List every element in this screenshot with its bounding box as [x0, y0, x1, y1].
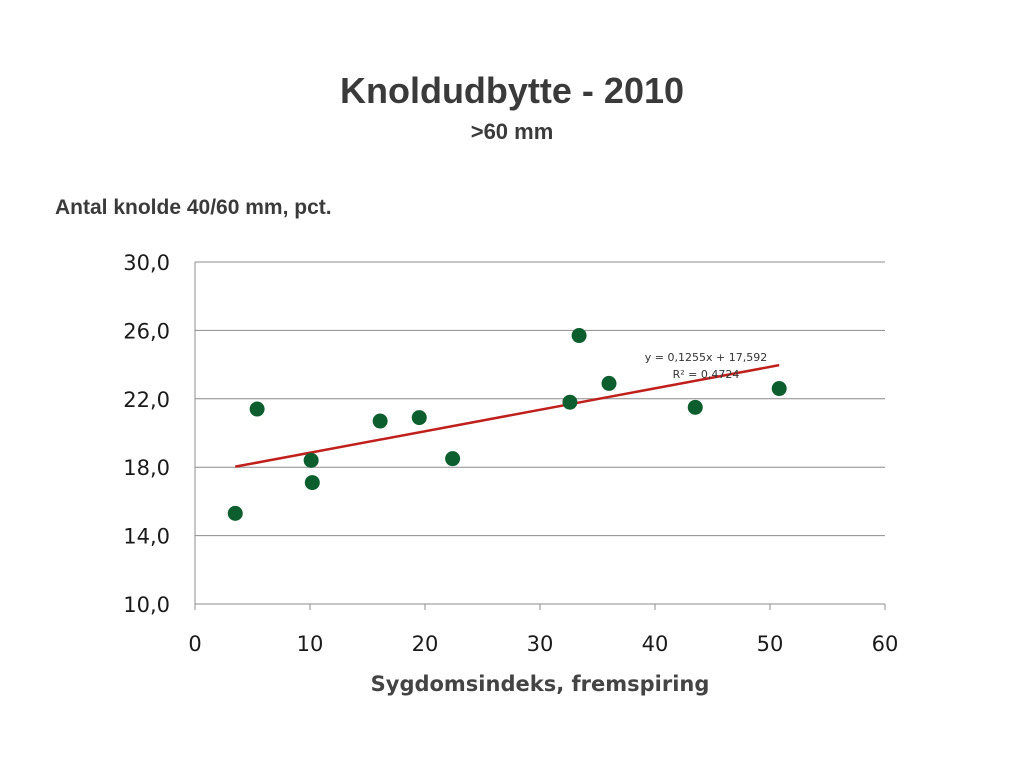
chart-subtitle: >60 mm — [470, 119, 554, 144]
data-point — [445, 451, 461, 467]
data-point — [601, 375, 617, 391]
x-tick-label: 0 — [188, 632, 201, 656]
gridlines — [195, 261, 885, 537]
x-axis-title: Sygdomsindeks, fremspiring — [371, 672, 710, 696]
data-point — [303, 452, 319, 468]
y-tick-label: 14,0 — [123, 525, 170, 549]
tick-labels: 10,0 14,0 18,0 22,0 26,0 30,0 0 10 20 30 40 50 60 — [123, 251, 898, 656]
data-point — [227, 505, 243, 521]
y-tick-label: 10,0 — [123, 593, 170, 617]
x-tick-label: 10 — [297, 632, 324, 656]
trendline-group — [235, 363, 780, 468]
y-tick-label: 26,0 — [123, 319, 170, 343]
axes — [194, 262, 886, 610]
trendline-equation: y = 0,1255x + 17,592 — [645, 351, 767, 364]
trendline — [235, 363, 780, 468]
x-tick-label: 20 — [412, 632, 439, 656]
data-point — [249, 401, 265, 417]
data-point — [562, 394, 578, 410]
y-tick-label: 30,0 — [123, 251, 170, 275]
data-point — [411, 410, 427, 426]
x-tick-label: 50 — [757, 632, 784, 656]
data-point — [304, 475, 320, 491]
data-point — [687, 399, 703, 415]
y-tick-label: 18,0 — [123, 456, 170, 480]
data-point — [372, 413, 388, 429]
x-tick-label: 60 — [872, 632, 899, 656]
x-tick-label: 30 — [527, 632, 554, 656]
y-tick-label: 22,0 — [123, 388, 170, 412]
data-point — [571, 328, 587, 344]
chart-title: Knoldudbytte - 2010 — [339, 70, 685, 111]
x-tick-label: 40 — [642, 632, 669, 656]
y-axis-label: Antal knolde 40/60 mm, pct. — [55, 196, 332, 219]
trendline-r2: R² = 0,4724 — [673, 368, 740, 381]
data-points — [227, 328, 787, 521]
data-point — [771, 381, 787, 397]
